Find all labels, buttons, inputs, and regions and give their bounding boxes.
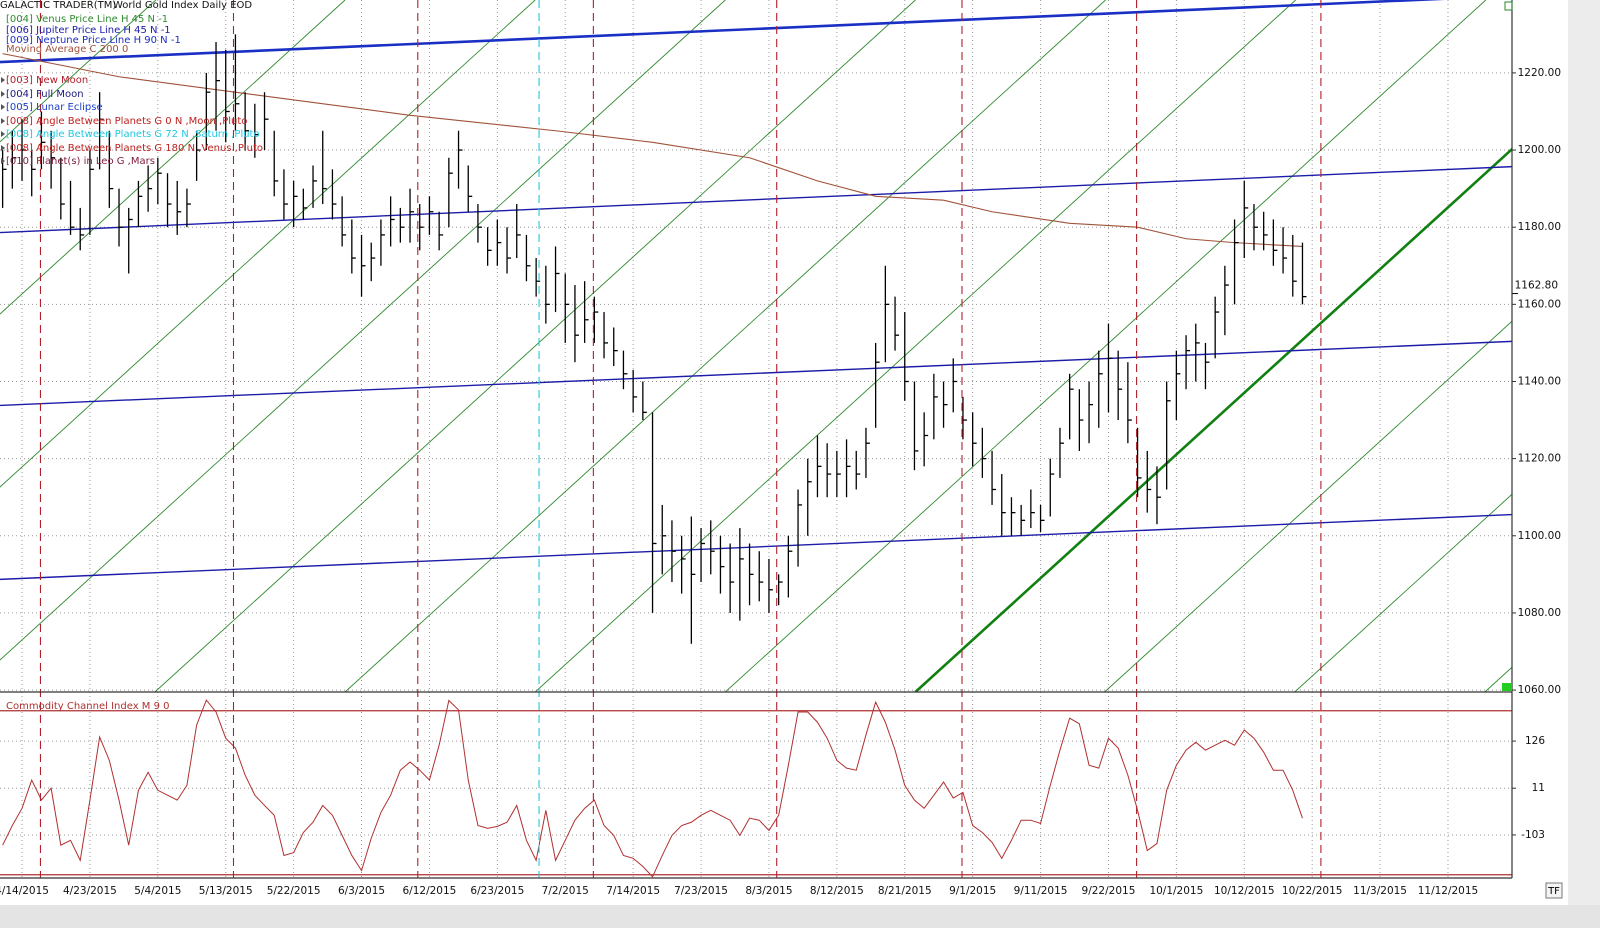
y-tick-label: 1140.00	[1518, 375, 1561, 387]
price-line	[0, 165, 1512, 234]
x-tick-label: 9/11/2015	[1014, 885, 1068, 897]
x-tick-label: 5/13/2015	[199, 885, 253, 897]
app-title: GALACTIC TRADER(TM)	[0, 0, 116, 11]
y-tick-label: 1200.00	[1518, 144, 1561, 156]
x-tick-label: 11/12/2015	[1418, 885, 1479, 897]
legend-arrow	[1, 145, 5, 151]
legend-arrow	[1, 91, 5, 97]
corner-box[interactable]	[1545, 882, 1563, 899]
price-line	[1104, 320, 1512, 692]
cci-tick-label: -103	[1521, 829, 1545, 841]
x-tick-label: 5/22/2015	[267, 885, 321, 897]
x-tick-label: 4/14/2015	[0, 885, 49, 897]
x-tick-label: 10/1/2015	[1149, 885, 1203, 897]
x-tick-label: 10/12/2015	[1214, 885, 1275, 897]
price-line	[0, 0, 726, 661]
price-line	[0, 0, 157, 143]
price-line	[0, 0, 1445, 64]
corner-label: TF	[1547, 886, 1560, 897]
price-line	[914, 147, 1512, 692]
overlay: 4/14/2015 4/23/2015 5/4/2015 5/13/2015 5/22/…	[0, 0, 1561, 897]
x-tick-label: 8/21/2015	[878, 885, 932, 897]
price-line	[0, 0, 346, 315]
legend-arrow	[1, 104, 5, 110]
y-tick-label: 1060.00	[1518, 684, 1561, 696]
x-tick-label: 8/3/2015	[745, 885, 792, 897]
price-line	[154, 0, 916, 692]
cci-title: Commodity Channel Index M 9 0	[6, 701, 170, 712]
x-tick-label: 7/23/2015	[674, 885, 728, 897]
legend-entry: [009] Neptune Price Line H 90 N -1	[6, 35, 181, 46]
y-tick-label: 1100.00	[1518, 530, 1561, 542]
x-tick-label: 7/14/2015	[606, 885, 660, 897]
legend-arrow	[1, 118, 5, 124]
cci-tick-label: 11	[1532, 782, 1545, 794]
legend-arrow	[1, 77, 5, 83]
legend-arrow	[1, 158, 5, 164]
legend-entry: [003] New Moon	[6, 75, 88, 86]
legend-entry: [010] Planet(s) in Leo G ,Mars	[6, 156, 155, 167]
x-tick-label: 10/22/2015	[1282, 885, 1343, 897]
x-tick-label: 8/12/2015	[810, 885, 864, 897]
y-tick-label: 1180.00	[1518, 221, 1561, 233]
y-tick-label: 1120.00	[1518, 453, 1561, 465]
x-tick-label: 7/2/2015	[542, 885, 589, 897]
moving-average	[2, 53, 1303, 248]
legend-entry: [004] Full Moon	[6, 89, 84, 100]
instrument-title: World Gold Index Daily EOD	[113, 0, 252, 11]
x-tick-label: 9/1/2015	[949, 885, 996, 897]
y-tick-label: 1160.00	[1518, 298, 1561, 310]
legend-arrow	[1, 131, 5, 137]
price-line	[0, 340, 1512, 407]
grid	[0, 0, 1512, 878]
y-tick-label: 1080.00	[1518, 607, 1561, 619]
status-strip	[0, 905, 1600, 928]
plot-background	[0, 0, 1568, 905]
cci-tick-label: 126	[1525, 735, 1545, 747]
legend-entry: [004] Venus Price Line H 45 N -1	[6, 14, 168, 25]
x-tick-label: 11/3/2015	[1353, 885, 1407, 897]
x-tick-label: 6/3/2015	[338, 885, 385, 897]
price-panel	[0, 0, 1512, 692]
cci-panel	[0, 699, 1512, 878]
legend-entry: [008] Angle Between Planets G 72 N ,Satu…	[6, 129, 260, 140]
panel-marker	[1502, 683, 1512, 691]
panel-button[interactable]	[1504, 1, 1513, 11]
x-tick-label: 5/4/2015	[134, 885, 181, 897]
legend-entry: Moving Average C 200 0	[6, 44, 128, 55]
x-tick-label: 6/23/2015	[470, 885, 524, 897]
legend-entry: [006] Jupiter Price Line H 45 N -1	[6, 25, 171, 36]
legend-entry: [008] Angle Between Planets G 180 N ,Ven…	[6, 143, 263, 154]
cci-line	[2, 699, 1303, 878]
price-line	[344, 0, 1106, 692]
price-line	[0, 513, 1512, 581]
legend-entry: [005] Lunar Eclipse	[6, 102, 103, 113]
price-line	[724, 0, 1487, 692]
x-tick-label: 6/12/2015	[403, 885, 457, 897]
legend-entry: [008] Angle Between Planets G 0 N ,Moon …	[6, 116, 247, 127]
price-line	[1294, 493, 1512, 692]
x-tick-label: 4/23/2015	[63, 885, 117, 897]
y-tick-label: 1220.00	[1518, 67, 1561, 79]
price-line	[534, 0, 1296, 692]
x-tick-label: 9/22/2015	[1082, 885, 1136, 897]
last-price-label: 1162.80	[1515, 280, 1558, 292]
